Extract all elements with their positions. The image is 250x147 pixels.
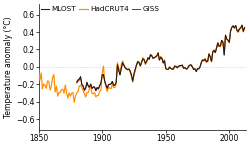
GISS <box>240 24 244 26</box>
MLOST <box>243 27 246 28</box>
Line: MLOST: MLOST <box>77 25 244 90</box>
Line: HadCRUT4: HadCRUT4 <box>38 25 244 102</box>
MLOST <box>87 85 90 87</box>
MLOST <box>182 67 185 69</box>
GISS <box>94 90 97 92</box>
Line: GISS: GISS <box>77 25 244 91</box>
MLOST <box>187 65 190 67</box>
MLOST <box>234 25 237 26</box>
MLOST <box>75 81 78 83</box>
HadCRUT4 <box>229 30 232 32</box>
MLOST <box>238 28 241 29</box>
GISS <box>243 27 246 29</box>
Y-axis label: Temperature anomaly (°C): Temperature anomaly (°C) <box>4 16 13 118</box>
GISS <box>192 69 195 71</box>
GISS <box>87 85 90 87</box>
GISS <box>187 66 190 67</box>
HadCRUT4 <box>200 62 203 64</box>
HadCRUT4 <box>243 27 246 29</box>
HadCRUT4 <box>215 46 218 48</box>
GISS <box>182 67 185 69</box>
MLOST <box>192 69 195 70</box>
GISS <box>75 82 78 84</box>
HadCRUT4 <box>188 65 192 66</box>
HadCRUT4 <box>131 81 134 83</box>
HadCRUT4 <box>73 102 76 103</box>
GISS <box>238 28 241 30</box>
MLOST <box>240 24 244 26</box>
HadCRUT4 <box>37 68 40 70</box>
GISS <box>234 25 237 26</box>
HadCRUT4 <box>240 24 244 26</box>
Legend: MLOST, HadCRUT4, GISS: MLOST, HadCRUT4, GISS <box>40 6 160 13</box>
HadCRUT4 <box>96 95 98 96</box>
MLOST <box>94 90 97 91</box>
